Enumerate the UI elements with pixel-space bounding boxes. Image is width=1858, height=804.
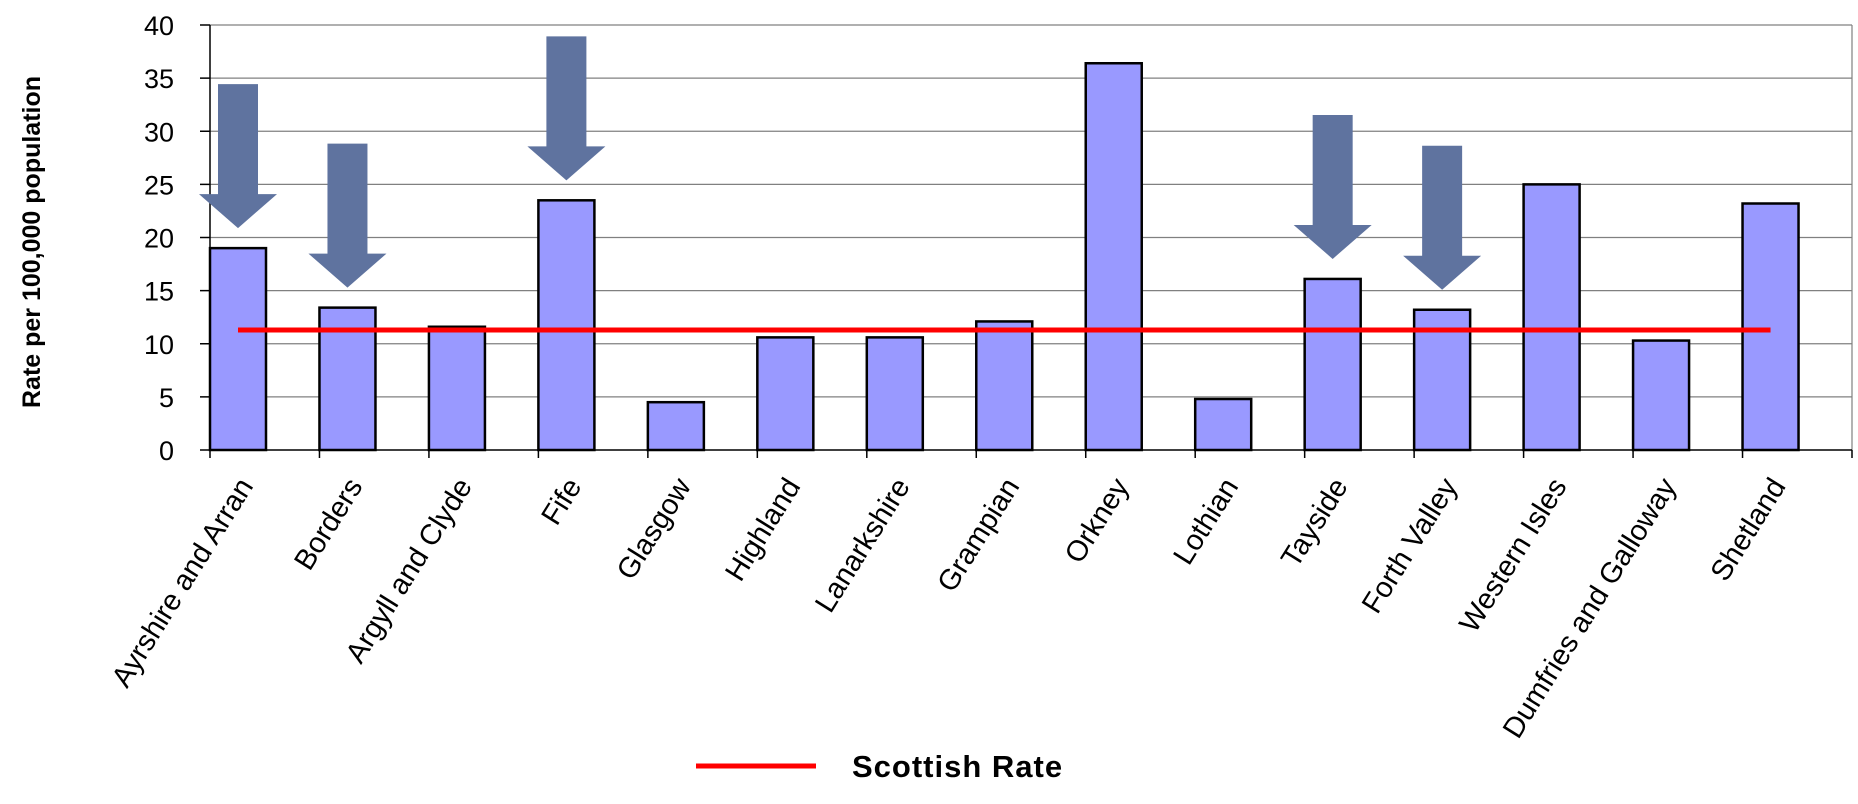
bar-dumfries-and-galloway bbox=[1631, 339, 1691, 452]
bar-lothian bbox=[1193, 397, 1253, 452]
x-tick-label: Grampian bbox=[932, 473, 1027, 598]
x-tick-label: Western Isles bbox=[1454, 473, 1574, 638]
y-tick-label: 20 bbox=[144, 224, 174, 254]
bar-shetland bbox=[1741, 202, 1800, 452]
bar-fife bbox=[537, 199, 596, 452]
x-tick-label: Highland bbox=[719, 473, 807, 587]
bar-lanarkshire bbox=[865, 336, 925, 452]
down-arrow-ayrshire-and-arran bbox=[199, 84, 277, 229]
bar-forth-valley bbox=[1412, 308, 1472, 452]
bar-ayrshire-and-arran bbox=[208, 246, 268, 452]
bar-western-isles bbox=[1522, 183, 1581, 452]
down-arrow-fife bbox=[527, 36, 606, 181]
y-tick-label: 40 bbox=[144, 11, 174, 41]
bar-argyll-and-clyde bbox=[427, 325, 487, 452]
y-tick-label: 15 bbox=[144, 277, 174, 307]
bar-grampian bbox=[975, 320, 1034, 452]
bar-highland bbox=[756, 336, 815, 452]
y-tick-label: 35 bbox=[144, 64, 174, 94]
bar-orkney bbox=[1084, 62, 1143, 452]
x-tick-label: Ayrshire and Arran bbox=[106, 473, 260, 693]
down-arrow-borders bbox=[308, 143, 387, 288]
legend: Scottish Rate bbox=[696, 749, 1063, 784]
x-tick-label: Orkney bbox=[1059, 472, 1136, 569]
legend-label-scottish-rate: Scottish Rate bbox=[852, 749, 1063, 784]
bars bbox=[208, 62, 1800, 452]
y-tick-label: 30 bbox=[144, 117, 174, 147]
y-tick-label: 10 bbox=[144, 330, 174, 360]
down-arrow-tayside bbox=[1293, 114, 1372, 259]
x-tick-label: Shetland bbox=[1705, 473, 1793, 587]
y-tick-label: 5 bbox=[159, 383, 174, 413]
y-tick-label: 0 bbox=[159, 436, 174, 466]
x-tick-label: Lanarkshire bbox=[809, 473, 916, 618]
x-tick-label: Forth Valley bbox=[1356, 472, 1464, 619]
x-tick-label: Borders bbox=[288, 473, 369, 576]
bar-glasgow bbox=[646, 400, 706, 452]
x-tick-label: Lothian bbox=[1168, 473, 1246, 571]
bar-tayside bbox=[1303, 277, 1362, 452]
y-axis-title: Rate per 100,000 population bbox=[18, 76, 46, 408]
x-tick-label: Tayside bbox=[1275, 473, 1354, 573]
y-tick-label: 25 bbox=[144, 170, 174, 200]
x-tick-label: Fife bbox=[536, 473, 589, 531]
x-tick-label: Glasgow bbox=[611, 472, 698, 586]
down-arrows bbox=[199, 36, 1482, 290]
y-axis: 0 5 10 15 20 25 30 35 40 bbox=[144, 11, 211, 466]
down-arrow-forth-valley bbox=[1403, 145, 1482, 290]
